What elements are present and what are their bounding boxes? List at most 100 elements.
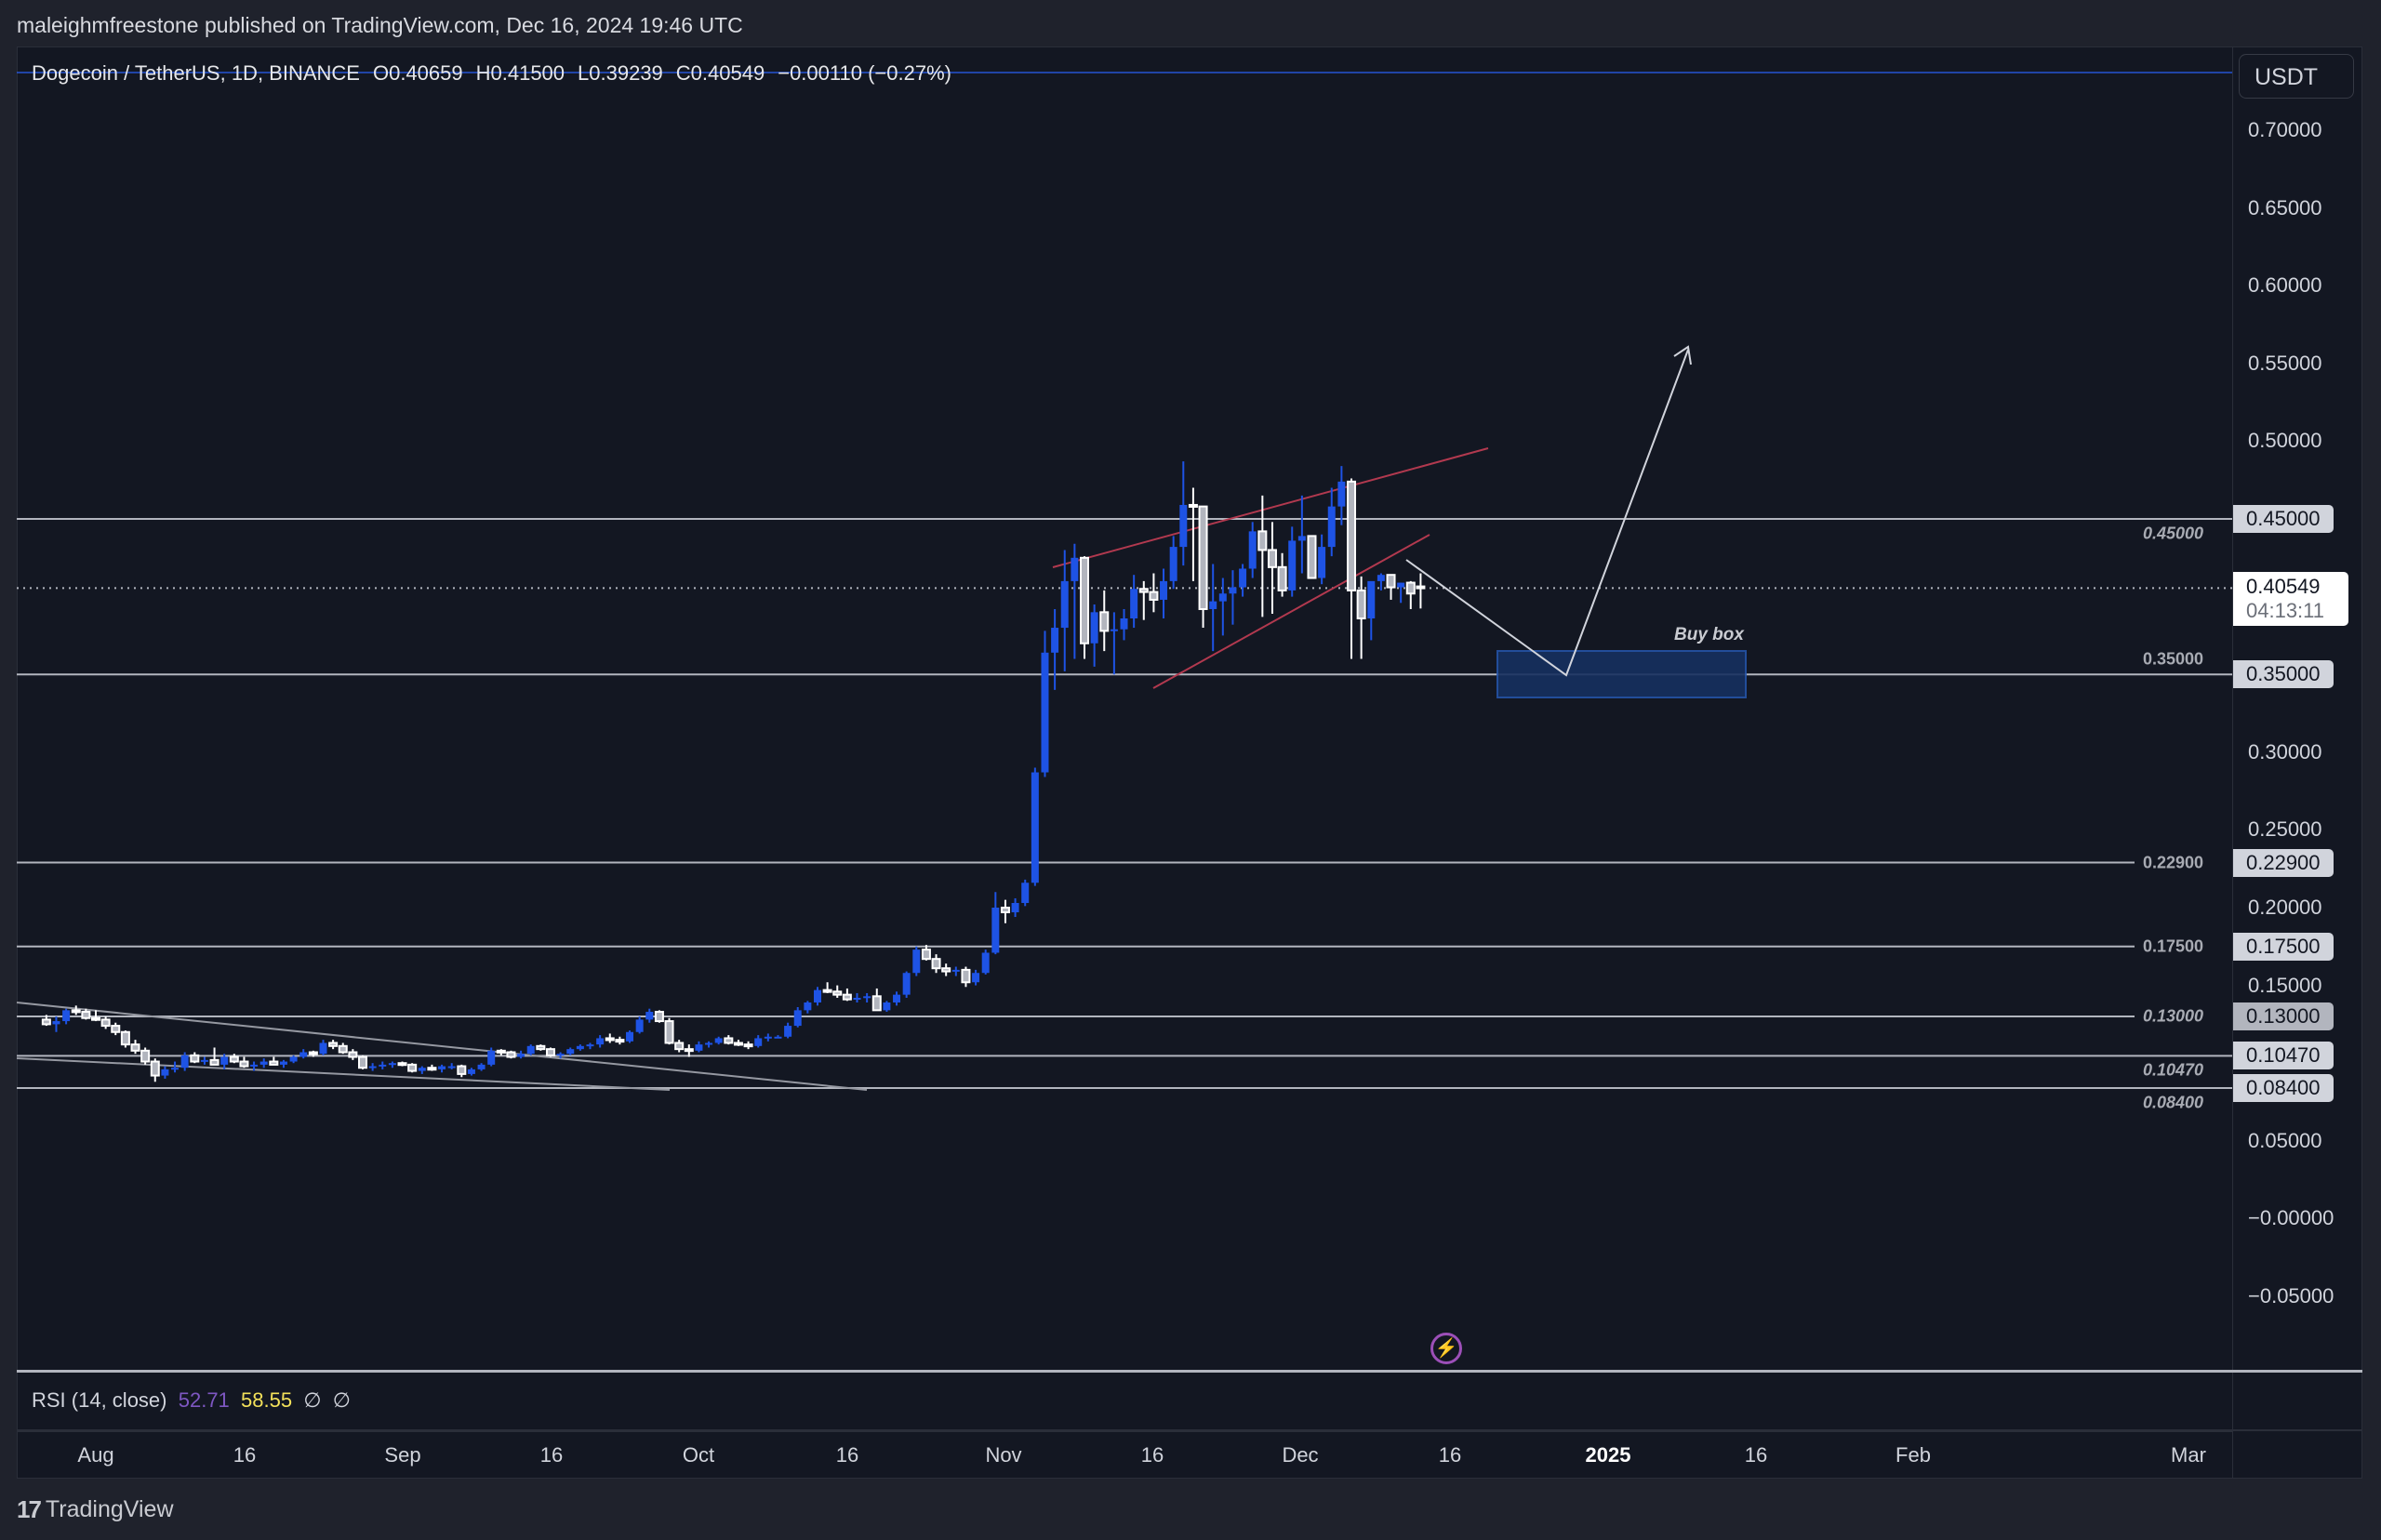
time-tick: 16 xyxy=(1140,1443,1164,1467)
bullish-candle xyxy=(951,966,960,976)
bearish-candle xyxy=(931,954,941,974)
bullish-candle xyxy=(883,1001,891,1013)
trendline xyxy=(16,1057,671,1091)
bearish-candle xyxy=(229,1054,239,1064)
time-tick: Aug xyxy=(77,1443,114,1467)
pane-separator[interactable] xyxy=(17,1370,2362,1373)
bullish-candle xyxy=(705,1041,713,1048)
bullish-candle xyxy=(1160,568,1168,619)
bullish-candle xyxy=(467,1068,475,1076)
bearish-candle xyxy=(457,1064,467,1078)
level-text-label: 0.13000 xyxy=(2143,1006,2204,1026)
rsi-label[interactable]: RSI (14, close) xyxy=(32,1388,167,1412)
bullish-candle xyxy=(250,1061,259,1071)
bullish-candle xyxy=(487,1047,496,1067)
time-tick: 2025 xyxy=(1585,1443,1631,1467)
bearish-candle xyxy=(1307,535,1317,579)
tradingview-brand: TradingView xyxy=(45,1496,174,1522)
bullish-candle xyxy=(1179,461,1188,566)
lightning-event-icon[interactable]: ⚡ xyxy=(1430,1333,1462,1364)
bullish-candle xyxy=(566,1047,575,1055)
bullish-candle xyxy=(1110,612,1118,675)
bullish-candle xyxy=(1011,897,1019,918)
last-price-label: 0.40549 04:13:11 xyxy=(2233,572,2348,626)
publication-info: maleighmfreestone published on TradingVi… xyxy=(17,13,743,37)
tradingview-logo[interactable]: 17 TradingView xyxy=(17,1495,174,1524)
bearish-candle xyxy=(1188,487,1198,581)
bearish-candle xyxy=(100,1016,111,1029)
price-tick: 0.05000 xyxy=(2248,1128,2322,1152)
ohlc-open: O0.40659 xyxy=(372,61,463,85)
rsi-value: 52.71 xyxy=(178,1388,230,1412)
bullish-candle xyxy=(477,1063,486,1071)
bullish-candle xyxy=(289,1055,298,1064)
rsi-na-2: ∅ xyxy=(332,1388,351,1412)
ohlc-close: C0.40549 xyxy=(675,61,765,85)
bullish-candle xyxy=(1041,631,1049,777)
bearish-candle xyxy=(397,1061,407,1067)
bearish-candle xyxy=(545,1047,555,1057)
level-price-label: 0.10470 xyxy=(2233,1042,2334,1070)
level-text-label: 0.08400 xyxy=(2143,1093,2204,1112)
price-axis-divider xyxy=(2232,46,2233,1479)
bullish-candle xyxy=(1377,573,1385,591)
bullish-candle xyxy=(556,1052,565,1059)
bearish-candle xyxy=(81,1008,91,1020)
bar-countdown: 04:13:11 xyxy=(2246,599,2325,622)
bullish-candle xyxy=(764,1033,772,1042)
currency-button[interactable]: USDT xyxy=(2239,54,2354,99)
last-price: 0.40549 xyxy=(2246,575,2321,598)
bullish-candle xyxy=(379,1061,387,1069)
chart-panel[interactable] xyxy=(17,46,2362,1479)
bearish-candle xyxy=(961,966,971,988)
bearish-candle xyxy=(239,1056,249,1069)
symbol-name[interactable]: Dogecoin / TetherUS, 1D, BINANCE xyxy=(32,61,360,85)
price-tick: 0.70000 xyxy=(2248,118,2322,141)
channel-upper-line xyxy=(1052,447,1489,568)
level-price-label: 0.35000 xyxy=(2233,660,2334,689)
bullish-candle xyxy=(62,1008,71,1025)
bullish-candle xyxy=(259,1058,268,1069)
bearish-candle xyxy=(496,1049,506,1055)
time-tick: Sep xyxy=(384,1443,421,1467)
rsi-legend: RSI (14, close) 52.71 58.55 ∅ ∅ xyxy=(32,1388,351,1413)
time-axis[interactable] xyxy=(17,1430,2232,1480)
bullish-candle xyxy=(1248,522,1257,578)
bearish-candle xyxy=(1198,505,1208,629)
bearish-candle xyxy=(1267,522,1277,614)
bearish-candle xyxy=(1416,573,1426,609)
bullish-candle xyxy=(714,1036,723,1045)
bullish-candle xyxy=(1090,604,1098,667)
bearish-candle xyxy=(1138,580,1149,620)
bearish-candle xyxy=(209,1047,219,1066)
bullish-candle xyxy=(1051,608,1059,690)
time-tick: 16 xyxy=(835,1443,859,1467)
time-tick: Oct xyxy=(682,1443,715,1467)
bearish-candle xyxy=(506,1050,516,1059)
level-price-label: 0.13000 xyxy=(2233,1002,2334,1031)
bullish-candle xyxy=(52,1016,60,1032)
price-tick: 0.25000 xyxy=(2248,817,2322,842)
time-tick: 16 xyxy=(1744,1443,1768,1467)
bullish-candle xyxy=(1229,570,1237,625)
buy-box-label: Buy box xyxy=(1674,625,1744,644)
bullish-candle xyxy=(517,1050,525,1059)
bullish-candle xyxy=(626,1030,634,1043)
bullish-candle xyxy=(279,1059,287,1069)
bearish-candle xyxy=(348,1049,358,1060)
price-tick: 0.65000 xyxy=(2248,195,2322,219)
bullish-candle xyxy=(804,1001,812,1014)
price-tick: 0.20000 xyxy=(2248,896,2322,919)
bearish-candle xyxy=(190,1052,200,1064)
price-tick: −0.05000 xyxy=(2248,1284,2334,1308)
bullish-candle xyxy=(418,1066,426,1074)
bearish-candle xyxy=(724,1035,734,1045)
bearish-candle xyxy=(41,1015,51,1027)
price-tick: −0.00000 xyxy=(2248,1206,2334,1230)
bullish-candle xyxy=(1337,466,1346,525)
bullish-candle xyxy=(368,1063,377,1071)
bullish-candle xyxy=(1120,608,1128,641)
bullish-candle xyxy=(200,1056,208,1065)
bullish-candle xyxy=(1218,578,1227,636)
